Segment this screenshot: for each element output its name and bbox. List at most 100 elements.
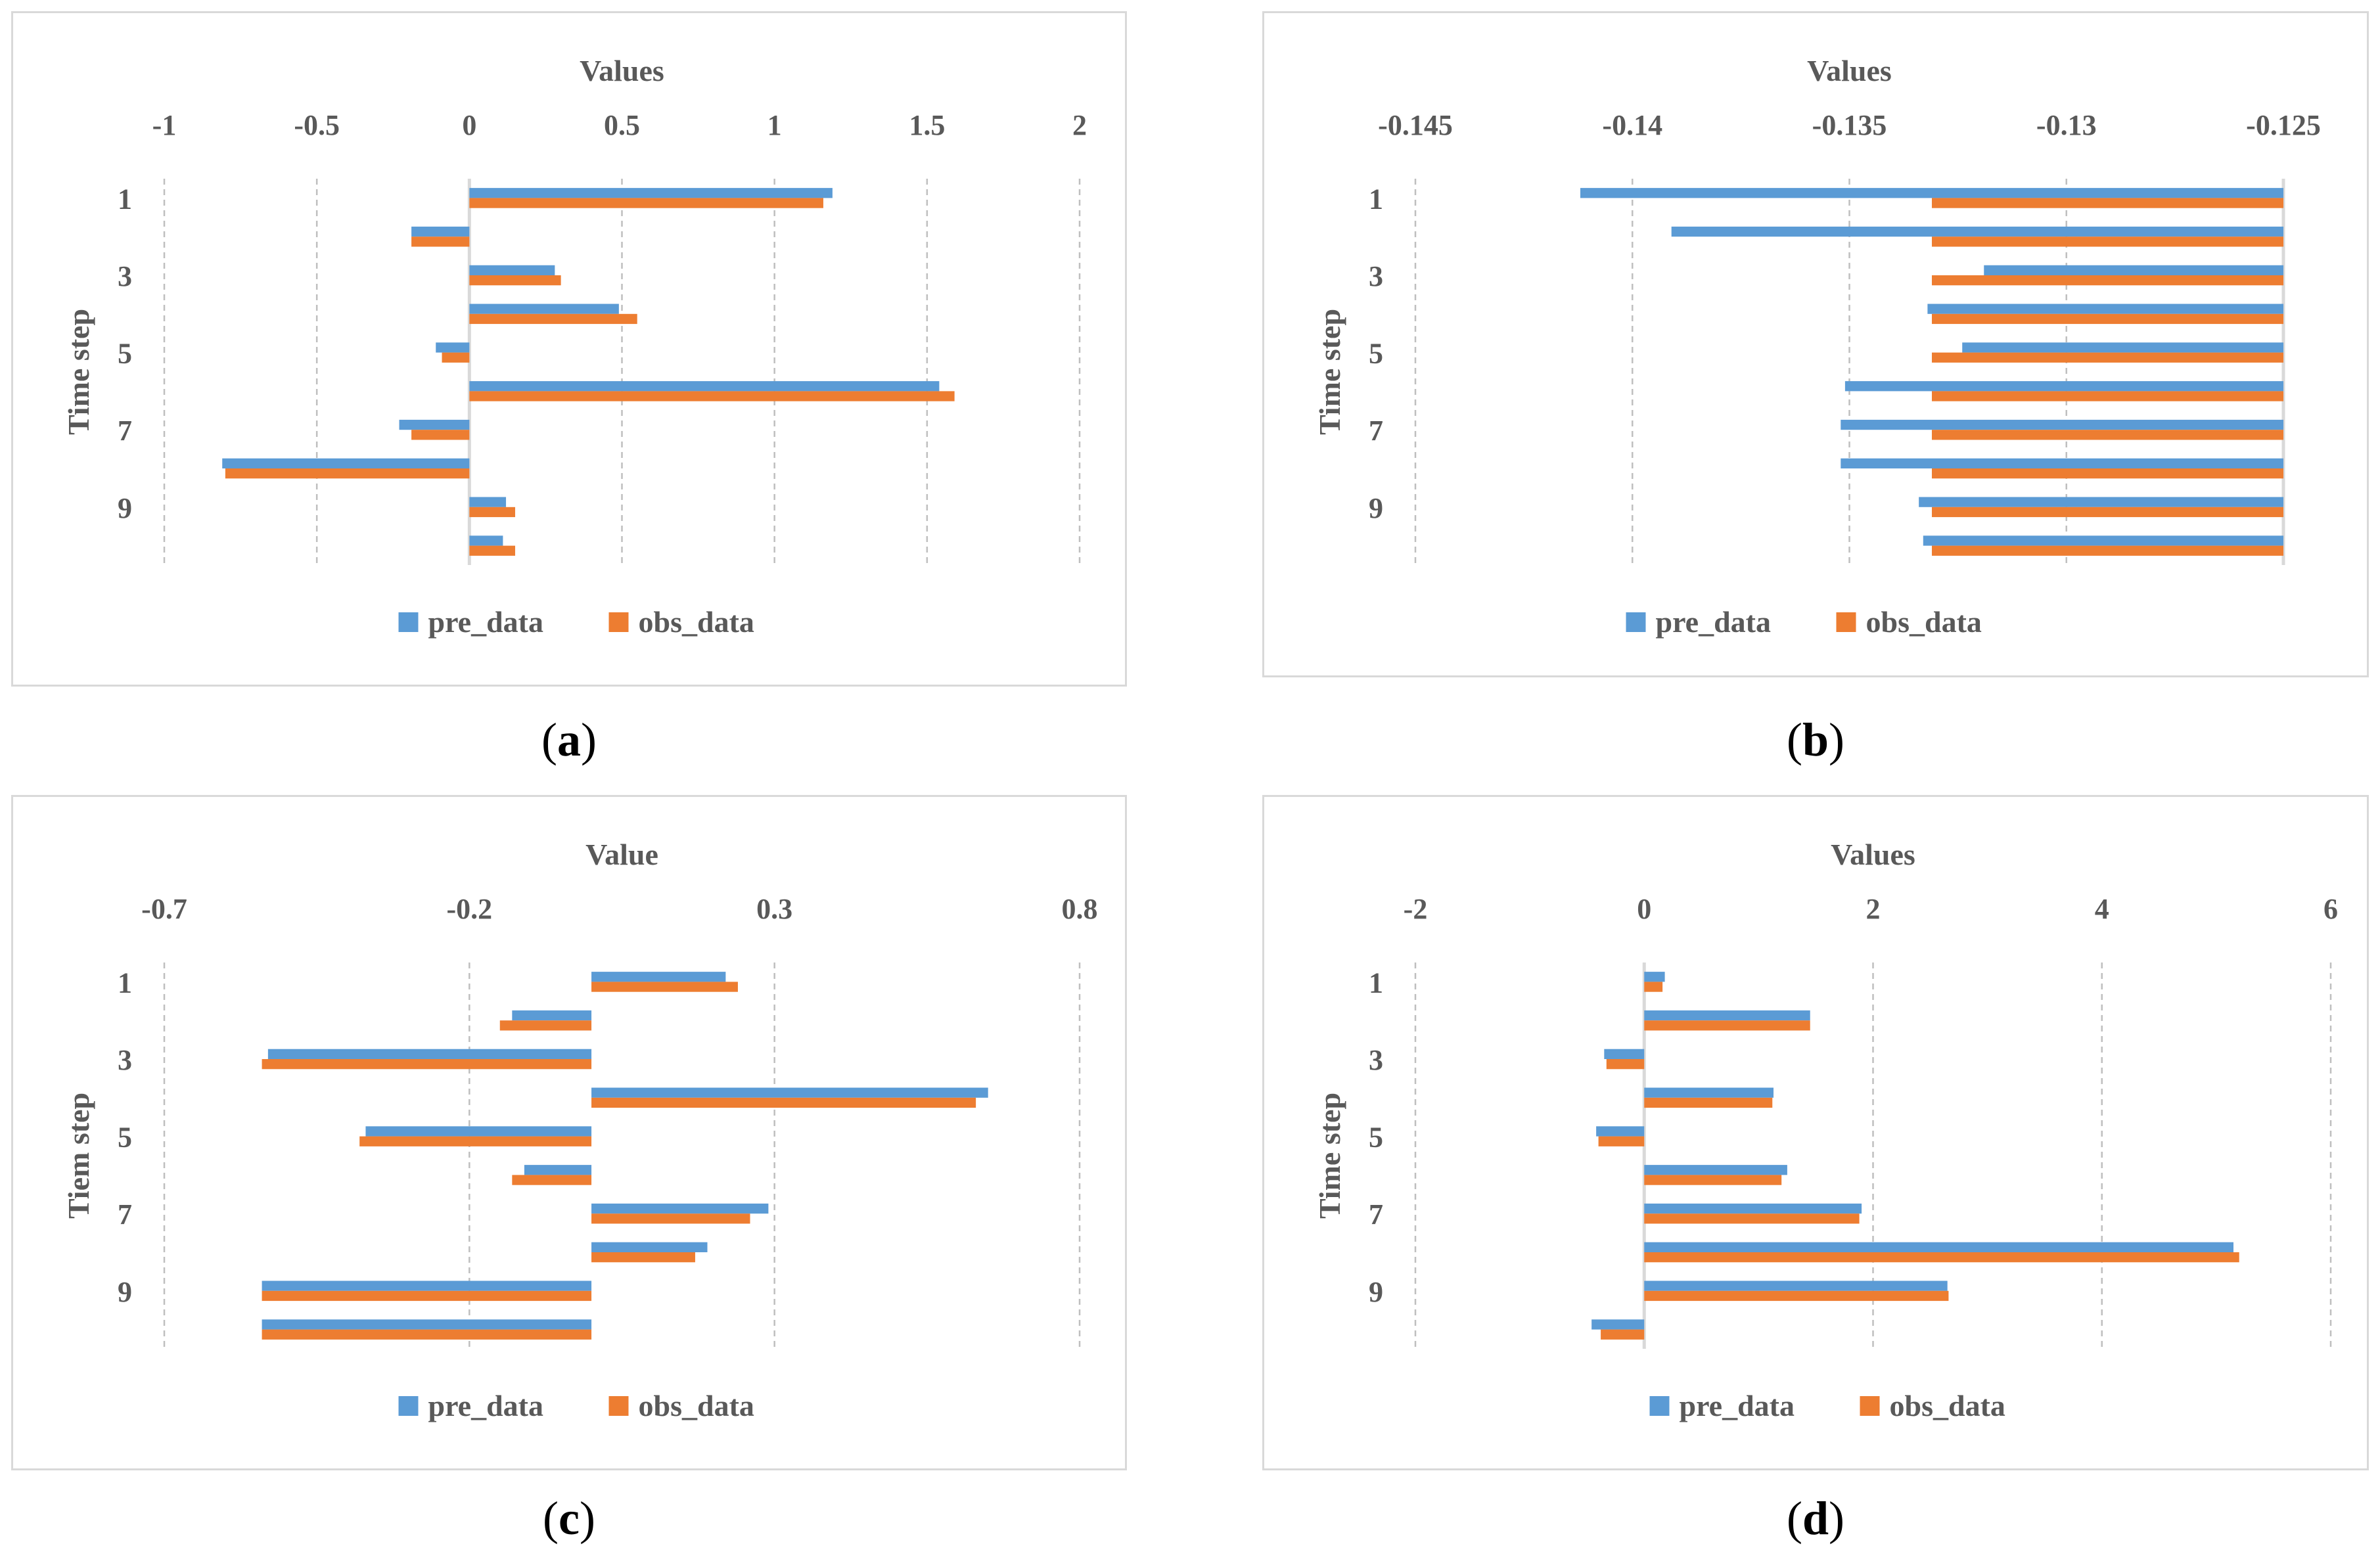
chart-c-bar-pre-3 [267, 1049, 592, 1059]
chart-c-legend-swatch-pre [398, 1396, 419, 1416]
chart-d-bar-pre-6 [1644, 1165, 1787, 1175]
chart-b-bar-obs-3 [1931, 275, 2283, 286]
chart-b-svg: Values -0.145 -0.14 -0.135 -0.13 -0.125 1 3 5 7 9 T… [1313, 54, 2321, 639]
chart-d-bar-pre-8 [1644, 1242, 2233, 1252]
chart-b-category-label: 3 [1369, 260, 1383, 292]
chart-a-bar-obs-7 [411, 430, 470, 440]
chart-d-bar-pre-2 [1644, 1010, 1810, 1021]
chart-d-x-tick: 0 [1637, 893, 1651, 925]
chart-c-bar-obs-9 [262, 1290, 592, 1302]
chart-b-bar-pre-1 [1580, 188, 2283, 198]
chart-a-y-axis-title: Time step [62, 309, 95, 435]
chart-b-category-label: 7 [1369, 415, 1383, 447]
chart-a-category-label: 7 [118, 415, 132, 447]
chart-d-bar-obs-2 [1644, 1020, 1810, 1031]
chart-b-bar-pre-4 [1927, 304, 2283, 314]
chart-c-bar-pre-8 [591, 1242, 708, 1252]
chart-c-legend-label-obs: obs_data [639, 1389, 754, 1422]
chart-d-bar-pre-1 [1644, 972, 1665, 982]
chart-c-bar-obs-3 [262, 1059, 592, 1070]
chart-b-x-axis-title: Values [1807, 54, 1892, 87]
chart-b-bar-obs-4 [1931, 313, 2283, 325]
chart-a-x-tick: 2 [1072, 109, 1087, 141]
chart-d-bar-obs-3 [1606, 1059, 1645, 1070]
chart-d-bar-pre-7 [1644, 1203, 1862, 1214]
chart-c-category-label: 5 [118, 1121, 132, 1154]
chart-b-x-tick: -0.145 [1378, 109, 1453, 141]
chart-a-bar-pre-4 [469, 304, 619, 314]
chart-b-x-tick: -0.14 [1602, 109, 1662, 141]
chart-a-bar-obs-1 [469, 198, 823, 208]
chart-d-bar-obs-10 [1601, 1329, 1645, 1340]
chart-c-bar-obs-4 [591, 1097, 976, 1108]
chart-b-bar-obs-1 [1931, 198, 2283, 208]
chart-a-bar-pre-10 [469, 535, 503, 546]
chart-b-bar-obs-8 [1931, 468, 2283, 479]
chart-d-legend-swatch-pre [1649, 1396, 1670, 1416]
caption-b: (b) [1786, 714, 1844, 766]
chart-a-x-tick: 1.5 [909, 109, 945, 141]
chart-a-bar-pre-8 [222, 458, 470, 468]
chart-d-x-tick: 6 [2323, 893, 2338, 925]
chart-a-bar-pre-9 [469, 497, 507, 507]
chart-d-category-label: 1 [1369, 966, 1383, 999]
caption-a: (a) [541, 714, 597, 766]
chart-a-bar-pre-1 [469, 188, 833, 198]
chart-c-bar-pre-2 [512, 1010, 592, 1021]
chart-a-legend-swatch-pre [398, 612, 419, 632]
chart-b-bar-pre-3 [1984, 265, 2283, 275]
chart-d-x-tick: -2 [1404, 893, 1428, 925]
chart-b-bar-obs-2 [1931, 237, 2283, 247]
chart-c-bar-pre-10 [262, 1319, 592, 1330]
chart-c-bar-pre-9 [262, 1280, 592, 1291]
chart-a-legend-label-pre: pre_data [428, 605, 544, 639]
chart-d-category-label: 7 [1369, 1198, 1383, 1231]
chart-a-x-tick: -0.5 [294, 109, 340, 141]
chart-a-x-tick: 0 [462, 109, 476, 141]
chart-d-bar-pre-5 [1596, 1126, 1645, 1137]
chart-c-bar-pre-5 [365, 1126, 592, 1137]
chart-a-bar-obs-8 [225, 468, 470, 479]
chart-c-x-axis-title: Value [585, 838, 658, 871]
chart-b-bar-pre-10 [1923, 535, 2283, 546]
chart-d-bar-obs-9 [1644, 1290, 1949, 1302]
chart-a-bar-pre-5 [436, 342, 470, 353]
chart-b-bar-obs-5 [1931, 352, 2283, 363]
chart-d-bar-obs-8 [1644, 1252, 2239, 1263]
chart-b-legend-swatch-obs [1836, 612, 1856, 632]
chart-b-y-axis-title: Time step [1313, 309, 1346, 435]
chart-c-category-label: 7 [118, 1198, 132, 1231]
chart-b-bar-obs-10 [1931, 545, 2283, 556]
chart-c-bar-obs-5 [359, 1136, 592, 1146]
chart-c-category-label: 3 [118, 1044, 132, 1076]
chart-c: Value -0.7 -0.2 0.3 0.8 1 3 5 7 9 Tiem step pre_dat… [11, 795, 1127, 1470]
chart-a-bar-pre-6 [469, 381, 940, 392]
chart-c-svg: Value -0.7 -0.2 0.3 0.8 1 3 5 7 9 Tiem step pre_dat… [62, 838, 1098, 1422]
chart-c-x-tick: 0.3 [756, 893, 792, 925]
chart-c-bar-pre-1 [591, 972, 726, 982]
chart-c-bar-obs-1 [591, 982, 738, 992]
chart-b-x-tick: -0.125 [2246, 109, 2321, 141]
chart-d-y-axis-title: Time step [1313, 1093, 1346, 1219]
chart-b-legend-label-pre: pre_data [1656, 605, 1772, 639]
chart-c-bar-pre-4 [591, 1087, 988, 1098]
chart-d: Values -2 0 2 4 6 1 3 5 7 9 Time step pre_data obs_da… [1262, 795, 2369, 1470]
chart-a-bar-obs-2 [411, 237, 470, 247]
chart-a-bar-obs-4 [469, 313, 637, 325]
chart-c-x-tick: 0.8 [1062, 893, 1098, 925]
chart-d-bar-pre-10 [1591, 1319, 1645, 1330]
chart-a: Values -1 -0.5 0 0.5 1 1.5 2 1 3 5 7 9 Time step pre_d… [11, 11, 1127, 687]
chart-a-category-label: 9 [118, 492, 132, 524]
chart-d-legend-label-pre: pre_data [1680, 1389, 1795, 1422]
chart-a-bar-obs-9 [469, 507, 515, 518]
chart-c-legend-label-pre: pre_data [428, 1389, 544, 1422]
chart-a-legend-swatch-obs [608, 612, 629, 632]
chart-a-x-axis-title: Values [580, 54, 664, 87]
chart-a-bar-obs-10 [469, 545, 515, 556]
chart-c-bar-obs-10 [262, 1329, 592, 1340]
chart-a-x-tick: -1 [152, 109, 177, 141]
chart-d-legend-swatch-obs [1860, 1396, 1880, 1416]
chart-b-bar-pre-2 [1671, 226, 2283, 237]
chart-c-bar-pre-7 [591, 1203, 769, 1214]
chart-b-legend-swatch-pre [1626, 612, 1646, 632]
